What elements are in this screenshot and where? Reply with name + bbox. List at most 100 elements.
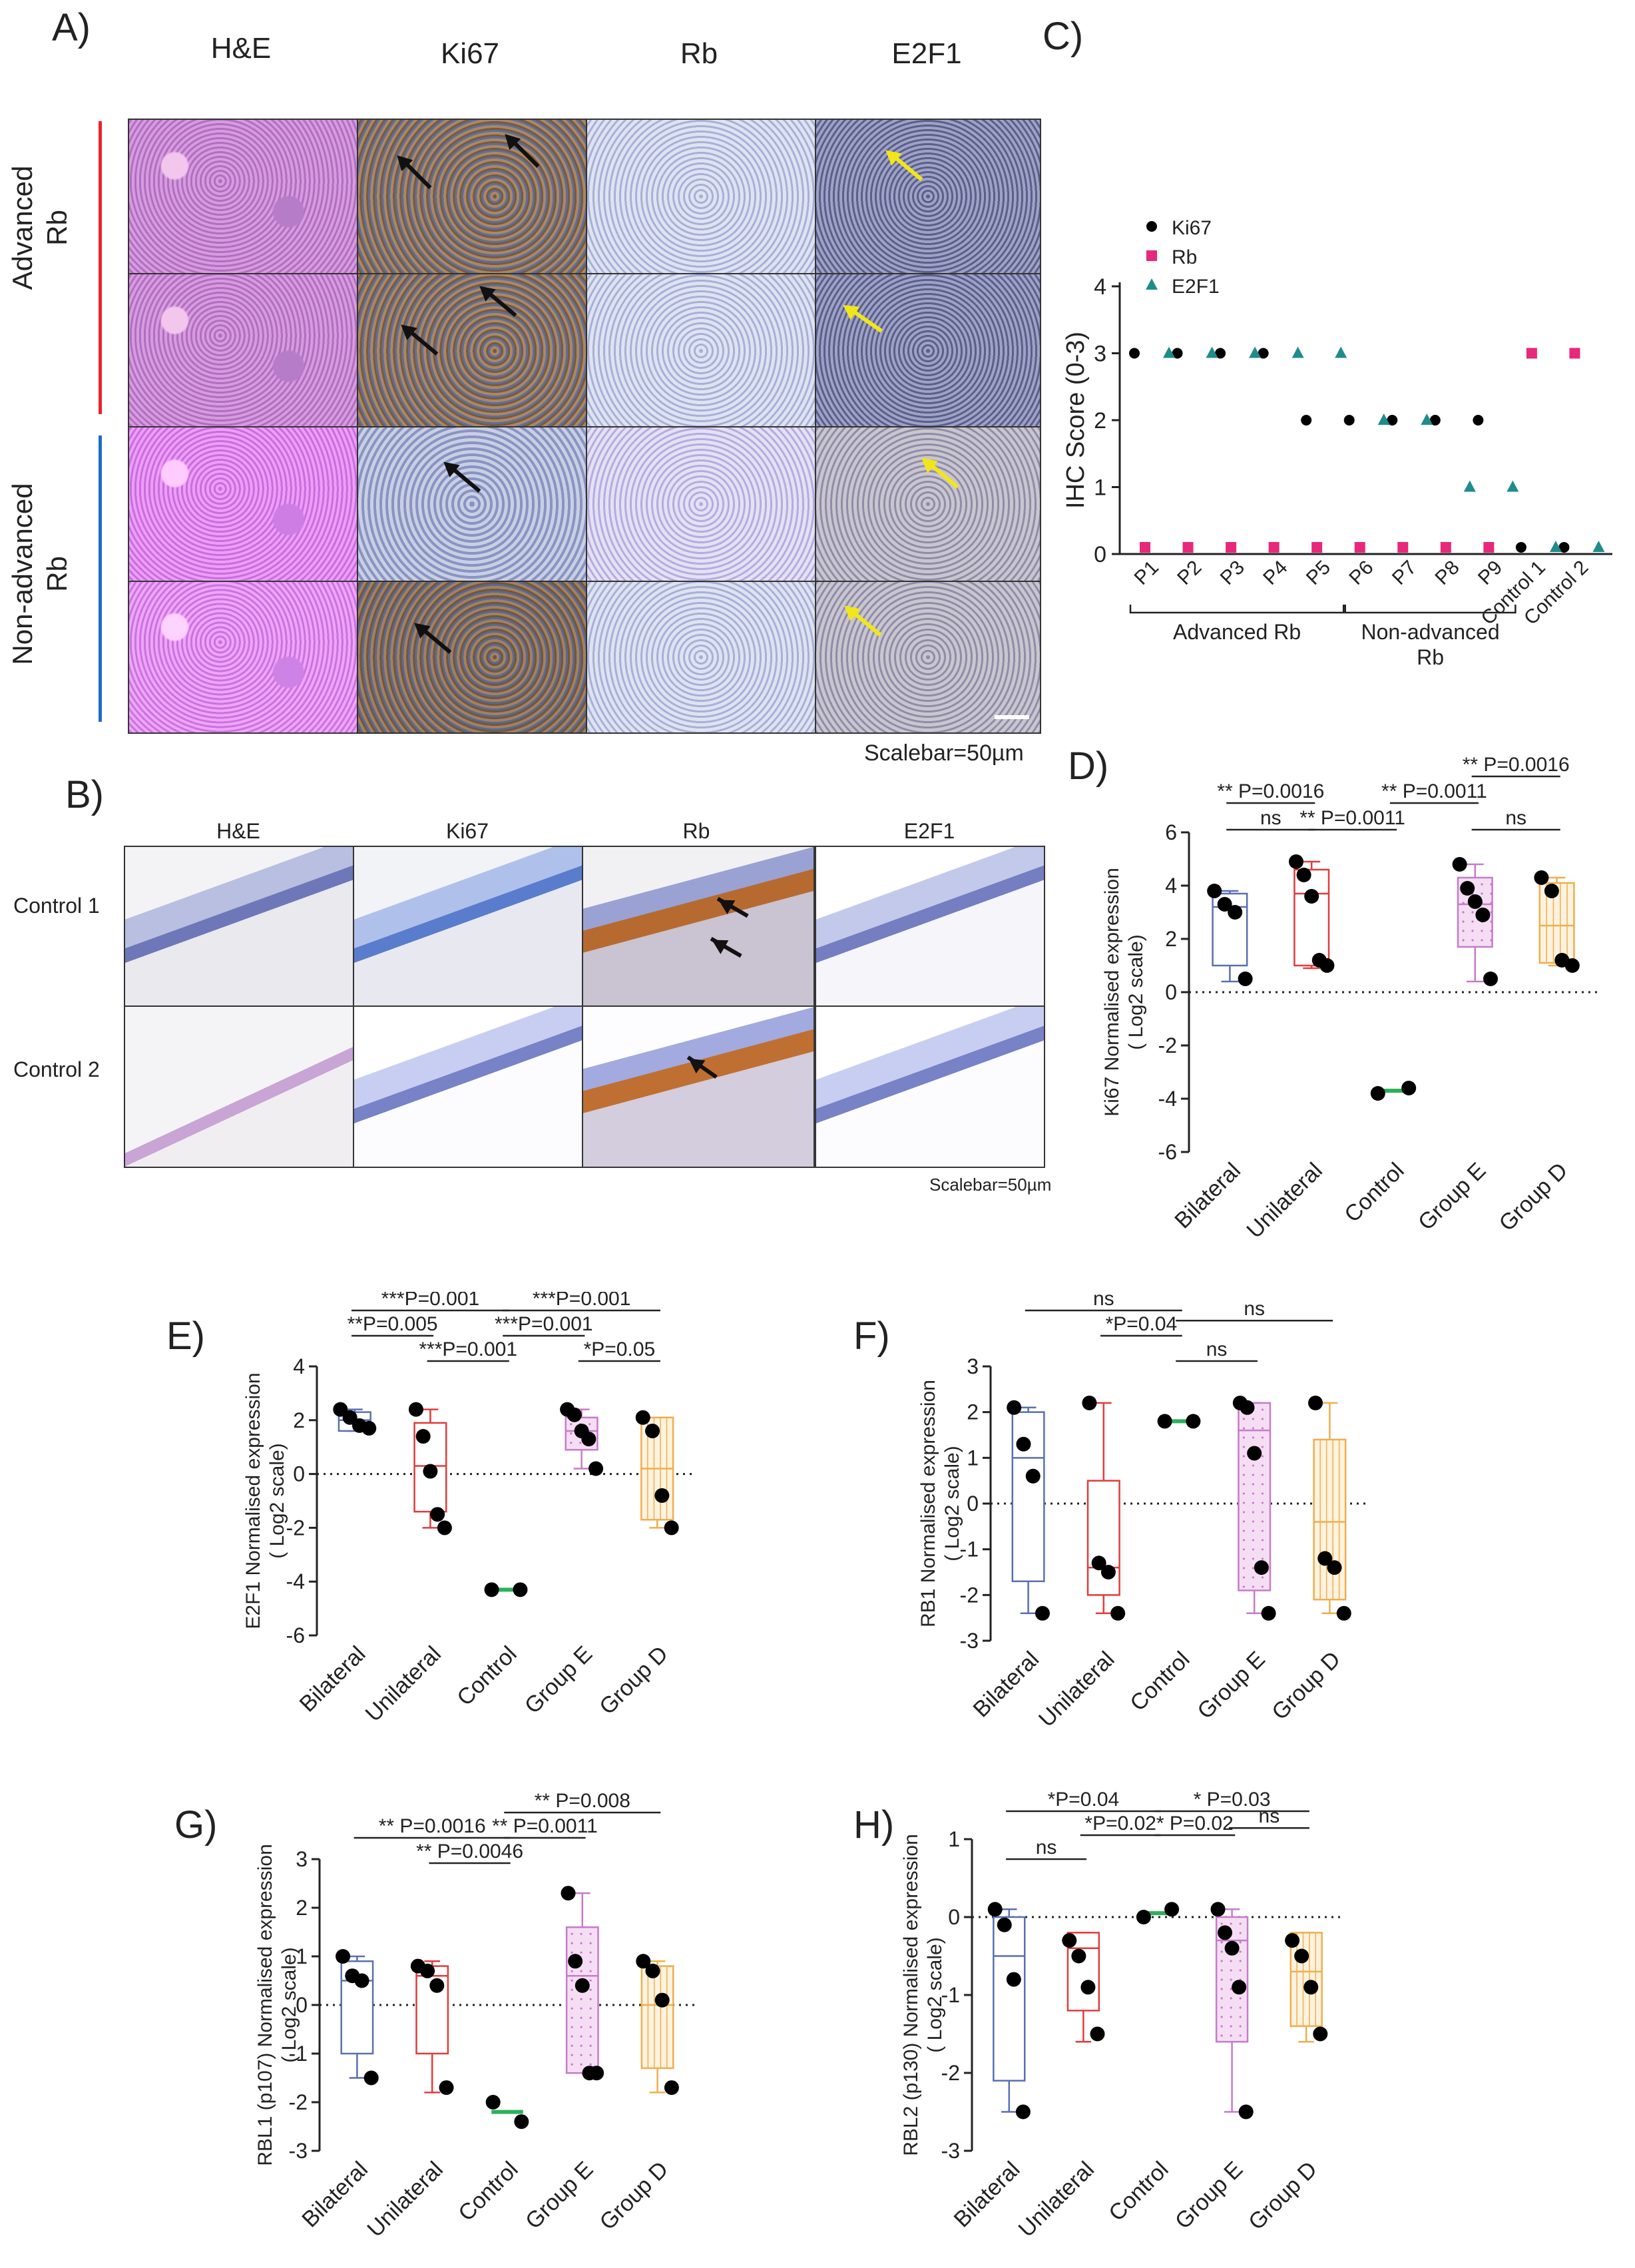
box-stipple: [1481, 892, 1483, 895]
y-tick-label: 2: [1094, 408, 1106, 433]
box-stipple: [580, 2007, 583, 2010]
panel-a-col-rb: Rb: [680, 37, 718, 70]
x-tick-label: Unilateral: [1014, 2157, 1099, 2242]
box-stipple: [589, 2063, 592, 2066]
box-stipple: [589, 1998, 592, 2000]
data-point: [1238, 2104, 1254, 2120]
box-stipple: [1252, 1464, 1255, 1467]
box-stipple: [1471, 930, 1474, 932]
x-tick-label: Control: [452, 1641, 521, 1711]
y-tick-label: -2: [286, 1516, 305, 1540]
y-axis-label-line: E2F1 Normalised expression: [242, 1372, 264, 1629]
significance-label: ns: [1036, 1837, 1057, 1858]
y-tick-label: 1: [967, 1446, 979, 1470]
data-point: [664, 1520, 679, 1536]
data-point: [1006, 1972, 1021, 1987]
chart-ihc-score: C) 0 1 2 3 4 IHC Score (0-3) P1 P2 P3 P4 P5 P6 P7 P8 P9…: [1043, 15, 1612, 669]
legend-label: Ki67: [1172, 217, 1212, 239]
data-point: [645, 1423, 660, 1438]
box-bilateral: [333, 1402, 377, 1436]
legend-marker-rb: [1146, 250, 1157, 261]
data-point: [484, 1582, 499, 1597]
panel-a-row-advanced: Advanced Rb: [5, 128, 75, 328]
box-stipple: [571, 2016, 573, 2019]
box-stipple: [571, 1942, 573, 1944]
box-stipple: [1242, 1576, 1246, 1579]
box-stipple: [1252, 1539, 1255, 1542]
data-point: [1210, 1902, 1226, 1917]
box-stipple: [1252, 1567, 1255, 1569]
panel-a-tile: [586, 273, 816, 429]
box-bilateral: [1007, 1400, 1050, 1621]
panel-a-tile: [586, 426, 816, 582]
significance-label: *P=0.04: [1048, 1789, 1120, 1811]
panel-b-tile: [815, 1005, 1045, 1168]
y-axis-label-line: ( Log2 scale): [1125, 934, 1147, 1049]
box-stipple: [580, 2044, 583, 2047]
panel-letter: F): [853, 1314, 890, 1358]
panel-a-tile: [357, 426, 587, 582]
box-stipple: [1462, 939, 1465, 942]
box-stipple: [1490, 892, 1493, 895]
significance-label: *P=0.02: [1084, 1813, 1156, 1835]
data-point: [513, 1582, 528, 1597]
point-rb: [1526, 348, 1537, 359]
y-axis-label: E2F1 Normalised expression( Log2 scale): [242, 1372, 288, 1629]
box-stipple: [1220, 1988, 1223, 1990]
panel-b-tile: [353, 846, 583, 1007]
box-stipple: [589, 1979, 592, 1982]
panel-b-tile: [815, 846, 1045, 1007]
significance-label: **P=0.005: [348, 1313, 438, 1335]
box-control: [484, 1582, 528, 1597]
box-group-e: [1452, 857, 1499, 986]
box-body: [640, 1965, 674, 2070]
box-stipple: [570, 1442, 573, 1444]
point-ki67: [1258, 348, 1269, 359]
group-label: Advanced Rb: [1173, 620, 1301, 644]
panel-a-col-ki67: Ki67: [440, 37, 500, 70]
y-tick-label: -3: [941, 2139, 960, 2163]
significance-label: ***P=0.001: [381, 1292, 480, 1310]
data-point: [1110, 1605, 1126, 1621]
box-bilateral: [336, 1949, 379, 2086]
box-bilateral: [1207, 884, 1253, 986]
arrow-icon: [716, 896, 749, 920]
significance-label: ns: [1093, 1292, 1114, 1310]
box-stipple: [571, 2044, 573, 2047]
box-stipple: [1471, 911, 1474, 914]
box-stipple: [589, 1942, 592, 1944]
box-stipple: [580, 1951, 583, 1954]
x-tick-label: Group D: [595, 2157, 674, 2235]
data-point: [1238, 972, 1253, 986]
point-rb: [1140, 541, 1150, 553]
data-point: [589, 2066, 604, 2081]
box-stipple: [1252, 1558, 1255, 1560]
panel-b-scalebar: Scalebar=50µm: [929, 1175, 1052, 1195]
data-point: [1317, 1551, 1333, 1566]
box-stipple: [1252, 1427, 1255, 1430]
data-point: [654, 1992, 670, 2008]
panel-letter: E): [166, 1314, 205, 1358]
y-tick-label: -3: [960, 1629, 979, 1653]
box-stipple: [1252, 1511, 1255, 1514]
box-group-d: [1285, 1932, 1328, 2043]
y-tick-label: -2: [960, 1583, 979, 1607]
box-stipple: [580, 2016, 583, 2019]
box-stipple: [1230, 1978, 1232, 1981]
box-control: [1157, 1414, 1201, 1429]
box-stipple: [1471, 920, 1474, 923]
point-ki67: [1301, 415, 1312, 425]
box-stipple: [589, 2035, 592, 2038]
box-stipple: [1252, 1530, 1255, 1532]
box-stipple: [1230, 1960, 1232, 1962]
box-stipple: [1261, 1492, 1264, 1495]
y-tick-label: 0: [1165, 980, 1177, 1004]
box-stipple: [1252, 1502, 1255, 1504]
box-body: [415, 1965, 449, 2055]
box-stipple: [1242, 1455, 1246, 1458]
panel-a-tile: [128, 426, 358, 582]
panel-b-row-control1: Control 1: [13, 894, 100, 918]
panel-b-tile: [582, 1005, 815, 1168]
box-stipple: [1220, 1978, 1223, 1981]
box-stipple: [580, 1998, 583, 2000]
